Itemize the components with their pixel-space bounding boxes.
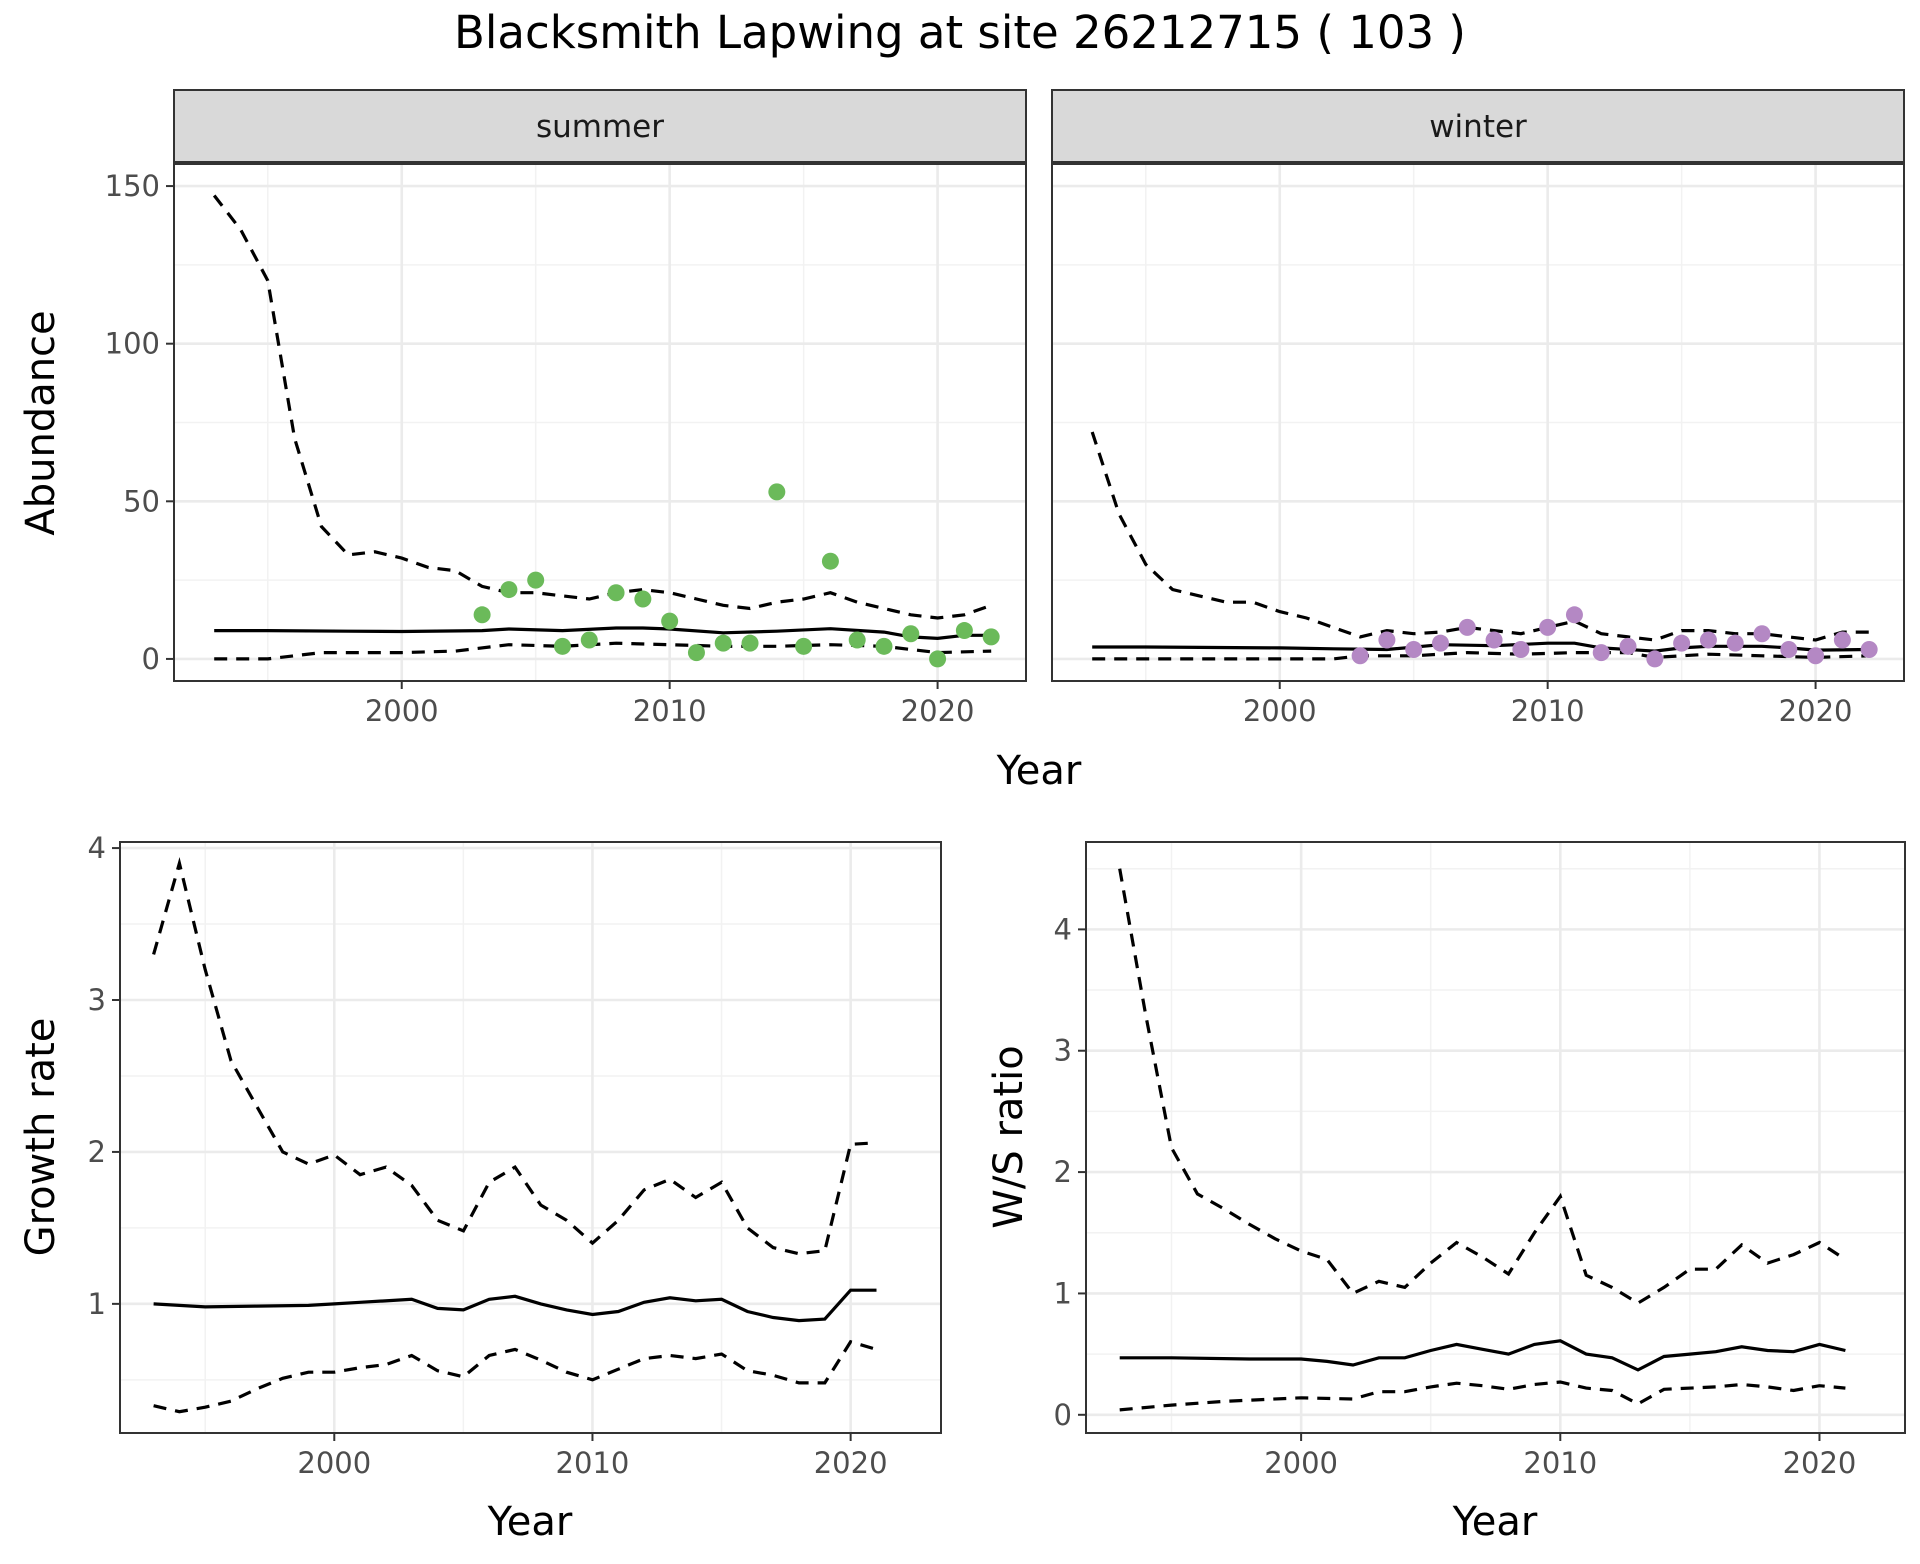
data-point (661, 612, 679, 630)
data-point (1699, 631, 1717, 649)
data-point (795, 637, 813, 655)
data-point (553, 637, 571, 655)
data-point (687, 644, 705, 662)
y-tick-label: 1 (88, 1287, 106, 1321)
x-tick-label: 2020 (1779, 694, 1853, 728)
y-axis-title-abundance: Abundance (18, 310, 64, 535)
data-point (741, 634, 759, 652)
data-point (875, 637, 893, 655)
data-point (1753, 625, 1771, 643)
data-point (929, 650, 947, 668)
y-tick-label: 3 (88, 983, 106, 1017)
data-point (1378, 631, 1396, 649)
mean-line (1119, 1339, 1846, 1372)
y-axis-title-growth: Growth rate (18, 1018, 64, 1257)
x-tick-label: 2000 (297, 1446, 371, 1480)
panel-border (119, 841, 942, 1434)
x-tick-label: 2000 (365, 694, 439, 728)
x-tick-label: 2010 (633, 694, 707, 728)
upper-bound-line (152, 857, 877, 1256)
data-point (1405, 640, 1423, 658)
x-tick-label: 2020 (1783, 1446, 1857, 1480)
data-point (714, 634, 732, 652)
data-point (500, 581, 518, 599)
data-point (1726, 634, 1744, 652)
data-point (1860, 640, 1878, 658)
y-tick-label: 2 (88, 1135, 106, 1169)
data-point (848, 631, 866, 649)
data-point (955, 622, 973, 640)
x-tick-label: 2020 (814, 1446, 888, 1480)
lower-bound-line (153, 1339, 877, 1414)
y-axis-title-ratio: W/S ratio (986, 1045, 1032, 1228)
data-point (580, 631, 598, 649)
data-point (982, 628, 1000, 646)
upper-bound-line (212, 194, 992, 620)
data-point (634, 590, 652, 608)
x-tick-label: 2010 (1523, 1446, 1597, 1480)
data-point (1539, 618, 1557, 636)
y-tick-label: 4 (1054, 912, 1072, 946)
x-axis-title-ratio: Year (1452, 1499, 1538, 1545)
facet-strip (1051, 89, 1905, 163)
facet-label: summer (536, 109, 664, 145)
data-point (1458, 618, 1476, 636)
panel-border (1051, 163, 1905, 682)
x-tick-label: 2010 (556, 1446, 630, 1480)
data-point (1351, 647, 1369, 665)
y-tick-label: 150 (105, 169, 160, 203)
panel-border (1085, 841, 1906, 1434)
x-tick-label: 2020 (901, 694, 975, 728)
data-point (527, 571, 545, 589)
x-tick-label: 2010 (1511, 694, 1585, 728)
upper-bound-line (1118, 868, 1847, 1305)
x-tick-label: 2000 (1264, 1446, 1338, 1480)
lower-bound-line (1092, 650, 1870, 661)
y-tick-label: 100 (105, 327, 160, 361)
mean-line (153, 1288, 877, 1323)
data-point (1565, 606, 1583, 624)
y-tick-label: 50 (123, 484, 160, 518)
data-point (1833, 631, 1851, 649)
data-point (902, 625, 920, 643)
y-tick-label: 1 (1054, 1276, 1072, 1310)
panel-border (173, 163, 1027, 682)
y-tick-label: 0 (1054, 1398, 1072, 1432)
y-tick-label: 4 (88, 831, 106, 865)
data-point (1646, 650, 1664, 668)
data-point (1485, 631, 1503, 649)
panel-growth: 2000 2010 2020 1 2 3 4 (88, 831, 942, 1480)
data-point (821, 552, 839, 570)
lower-bound-line (1119, 1380, 1846, 1412)
facet-strip (173, 89, 1027, 163)
lower-bound-line (214, 641, 992, 661)
data-point (1619, 637, 1637, 655)
data-point (473, 606, 491, 624)
x-axis-title-growth: Year (487, 1499, 573, 1545)
x-axis-title-top: Year (996, 748, 1082, 794)
data-point (1807, 647, 1825, 665)
panel-summer: summer 2000 2010 2020 0 50 100 150 (105, 89, 1027, 728)
facet-label: winter (1429, 109, 1527, 145)
panel-ratio: 2000 2010 2020 0 1 2 3 4 (1054, 841, 1906, 1480)
upper-bound-line (1090, 431, 1870, 642)
y-tick-label: 0 (142, 642, 160, 676)
data-point (607, 584, 625, 602)
x-tick-label: 2000 (1243, 694, 1317, 728)
data-point (768, 483, 786, 501)
data-point (1780, 640, 1798, 658)
figure-title: Blacksmith Lapwing at site 26212715 ( 10… (454, 6, 1466, 59)
mean-line (1092, 641, 1870, 653)
data-point (1512, 640, 1530, 658)
data-point (1592, 644, 1610, 662)
data-point (1431, 634, 1449, 652)
y-tick-label: 3 (1054, 1034, 1072, 1068)
y-tick-label: 2 (1054, 1155, 1072, 1189)
data-point (1673, 634, 1691, 652)
panel-winter: winter 2000 2010 2020 (1051, 89, 1905, 728)
